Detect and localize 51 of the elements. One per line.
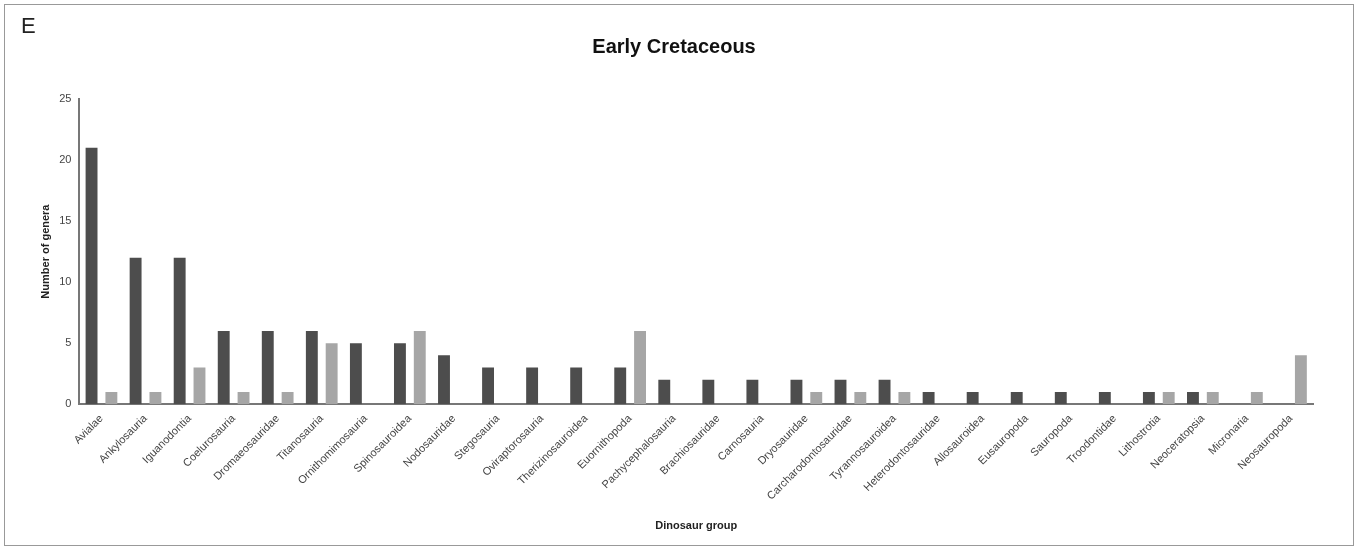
bar — [438, 355, 450, 405]
bar — [237, 391, 250, 405]
bar — [834, 379, 847, 405]
bar — [878, 379, 891, 405]
bar — [1294, 355, 1307, 405]
bar — [1098, 391, 1111, 405]
bar — [325, 343, 338, 405]
bar — [1054, 391, 1067, 405]
text: E — [21, 13, 36, 39]
bar — [570, 367, 583, 405]
bar — [261, 330, 274, 405]
bar — [898, 391, 911, 405]
bar — [658, 379, 671, 405]
bar — [149, 391, 162, 405]
bar — [105, 391, 118, 405]
bar — [193, 367, 206, 405]
bar — [1162, 391, 1175, 405]
chart-title: Early Cretaceous — [592, 34, 756, 57]
bar — [526, 367, 539, 405]
bar — [349, 343, 362, 405]
bar — [129, 257, 142, 405]
bar — [966, 391, 979, 405]
bar — [85, 147, 98, 405]
bar — [810, 391, 823, 405]
bar — [393, 343, 406, 405]
y-tick-label: 10 — [59, 275, 72, 288]
bar — [854, 391, 867, 405]
bar — [634, 330, 646, 405]
bar — [217, 330, 230, 405]
y-tick-label: 15 — [59, 214, 72, 227]
bar — [305, 330, 318, 405]
x-axis-title: Dinosaur group — [655, 519, 738, 532]
bar — [413, 330, 426, 405]
y-axis-title: Number of genera — [38, 203, 51, 299]
bar — [1250, 391, 1263, 405]
bar — [1010, 391, 1023, 405]
bar — [746, 379, 759, 405]
bar — [482, 367, 494, 405]
bar — [1142, 391, 1155, 405]
bar — [702, 379, 715, 405]
y-tick-label: 0 — [65, 397, 72, 410]
bar — [922, 391, 935, 405]
y-tick-label: 25 — [59, 92, 72, 105]
y-tick-label: 20 — [59, 153, 72, 166]
bar — [1187, 391, 1199, 405]
bar — [614, 367, 627, 405]
y-tick-label: 5 — [65, 336, 72, 349]
bar — [1206, 391, 1219, 405]
bar — [281, 391, 294, 405]
bar — [173, 257, 186, 405]
bar — [790, 379, 803, 405]
